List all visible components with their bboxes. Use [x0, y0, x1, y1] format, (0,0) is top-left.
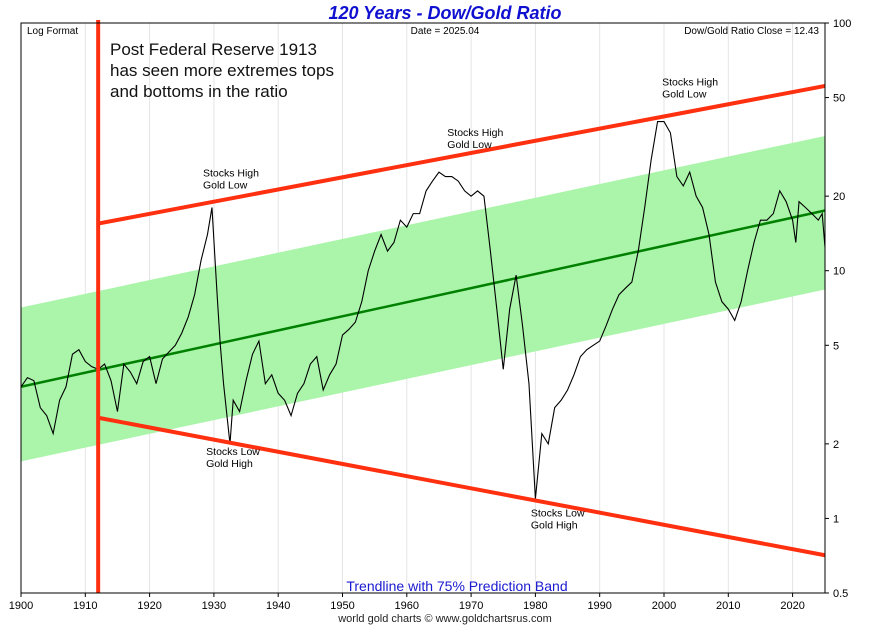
fed-reserve-note: Post Federal Reserve 1913 has seen more … — [110, 39, 334, 102]
trendline-band-label: Trendline with 75% Prediction Band — [346, 578, 567, 594]
x-tick-label: 1920 — [137, 600, 161, 612]
note-line-2: has seen more extremes tops — [110, 61, 334, 80]
upper-channel-line — [97, 83, 826, 226]
x-tick-label: 1960 — [395, 600, 419, 612]
annotation-text: Gold Low — [203, 180, 248, 192]
y-tick-label: 2 — [833, 439, 839, 451]
y-tick-label: 100 — [833, 18, 851, 30]
x-tick-label: 1900 — [9, 600, 33, 612]
date-label: Date = 2025.04 — [411, 26, 480, 37]
x-tick-label: 1910 — [73, 600, 97, 612]
x-tick-label: 2020 — [780, 600, 804, 612]
x-tick-label: 1940 — [266, 600, 290, 612]
log-format-label: Log Format — [27, 26, 78, 37]
credit-label: world gold charts © www.goldchartsrus.co… — [337, 613, 552, 625]
note-line-1: Post Federal Reserve 1913 — [110, 40, 317, 59]
annotation-text: Gold Low — [662, 88, 707, 100]
y-tick-label: 0.5 — [833, 588, 848, 600]
x-tick-label: 2010 — [716, 600, 740, 612]
annotation-text: Stocks High — [203, 168, 259, 180]
y-tick-label: 10 — [833, 266, 845, 278]
annotation-text: Stocks High — [662, 76, 718, 88]
annotation-text: Stocks Low — [206, 446, 260, 458]
annotation-text: Gold Low — [447, 139, 492, 151]
trendline — [20, 209, 826, 388]
dow-gold-ratio-line — [20, 121, 826, 499]
y-tick-label: 50 — [833, 93, 845, 105]
y-tick-label: 20 — [833, 191, 845, 203]
x-tick-label: 1970 — [459, 600, 483, 612]
plot-frame — [20, 22, 826, 594]
x-tick-label: 1930 — [202, 600, 226, 612]
note-line-3: and bottoms in the ratio — [110, 82, 288, 101]
lower-channel-line — [97, 415, 826, 558]
x-tick-label: 1950 — [330, 600, 354, 612]
x-tick-label: 2000 — [652, 600, 676, 612]
y-tick-label: 1 — [833, 513, 839, 525]
annotation-text: Stocks Low — [531, 507, 585, 519]
ratio-close-label: Dow/Gold Ratio Close = 12.43 — [684, 26, 819, 37]
x-tick-label: 1980 — [523, 600, 547, 612]
y-tick-label: 5 — [833, 340, 839, 352]
annotation-text: Stocks High — [447, 127, 503, 139]
annotation-text: Gold High — [531, 519, 578, 531]
chart-title: 120 Years - Dow/Gold Ratio — [328, 3, 562, 23]
x-tick-label: 1990 — [587, 600, 611, 612]
annotation-text: Gold High — [206, 458, 253, 470]
